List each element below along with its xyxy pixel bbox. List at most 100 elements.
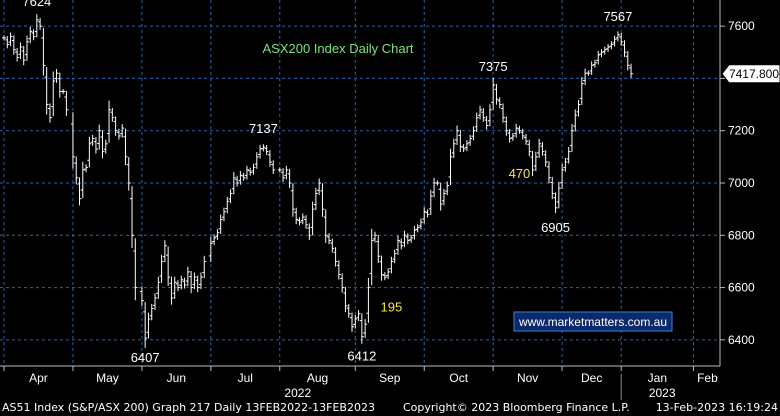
- price-bar: [254, 152, 259, 169]
- price-bar: [448, 148, 453, 186]
- x-year-label: 2022: [284, 386, 311, 400]
- price-bar: [619, 32, 624, 46]
- price-bar: [546, 161, 551, 184]
- price-bar: [330, 238, 335, 253]
- price-bar: [363, 319, 368, 338]
- watermark-box: www.marketmatters.com.au: [513, 311, 673, 332]
- y-axis: 64006600680070007200740076007417.800: [719, 0, 780, 400]
- x-month-label: Dec: [581, 371, 602, 385]
- price-bar: [317, 178, 322, 195]
- price-bar: [212, 234, 217, 246]
- price-bar: [622, 40, 627, 57]
- price-bar: [34, 14, 39, 38]
- price-bar: [228, 189, 233, 204]
- price-bar: [615, 31, 620, 42]
- price-bar: [2, 35, 6, 41]
- x-month-label: Apr: [29, 371, 48, 385]
- price-bar: [579, 77, 584, 105]
- price-bar: [146, 312, 151, 339]
- price-bar: [107, 100, 112, 143]
- price-bar: [392, 249, 397, 264]
- price-bar: [28, 26, 33, 44]
- price-bar: [586, 70, 591, 76]
- price-bar: [139, 286, 144, 306]
- price-bar: [376, 234, 381, 263]
- price-bar: [149, 303, 154, 321]
- price-bar: [179, 275, 184, 290]
- footer: AS51 Index (S&P/ASX 200) Graph 217 Daily…: [0, 400, 780, 416]
- price-bar: [297, 217, 302, 226]
- price-bar: [304, 215, 309, 229]
- price-bar: [405, 233, 410, 245]
- annotation-label: 6412: [347, 349, 376, 364]
- price-bar: [51, 71, 56, 117]
- price-bar: [218, 214, 223, 234]
- price-bar: [320, 183, 325, 217]
- price-bar: [300, 213, 305, 225]
- annotation-label: 6905: [541, 220, 570, 235]
- price-bar: [455, 125, 460, 145]
- price-bar: [372, 231, 377, 243]
- price-bar: [435, 180, 440, 186]
- price-bar: [468, 134, 473, 146]
- price-bar: [422, 207, 427, 224]
- x-month-label: Jun: [167, 371, 186, 385]
- last-price-label: 7417.800: [729, 67, 779, 81]
- price-bar: [609, 41, 614, 50]
- price-bar: [412, 225, 417, 240]
- price-bar: [566, 147, 571, 164]
- price-bar: [290, 183, 295, 217]
- price-bar: [464, 140, 469, 152]
- price-bar: [172, 276, 177, 299]
- annotations: 7624 6407 7137 6412 195 7375 470 6905 7567: [22, 0, 632, 365]
- price-bar: [382, 272, 387, 281]
- price-bar: [153, 293, 158, 310]
- price-bar: [284, 165, 289, 180]
- price-bar: [192, 272, 197, 290]
- price-bar: [356, 310, 361, 321]
- price-bar: [451, 138, 456, 159]
- price-bar: [369, 228, 374, 286]
- price-bar: [90, 134, 95, 146]
- x-month-label: Aug: [307, 371, 328, 385]
- price-bar: [258, 144, 263, 159]
- y-tick-label: 6400: [728, 333, 755, 347]
- footer-copyright: Copyright© 2023 Bloomberg Finance L.P.: [403, 401, 630, 414]
- price-bar: [629, 63, 634, 78]
- x-axis: Apr May Jun Jul Aug Sep Oct Nov Dec Jan Feb 2022 202…: [0, 365, 720, 400]
- price-bar: [103, 139, 108, 154]
- price-bar: [267, 150, 272, 167]
- price-bar: [116, 128, 121, 140]
- price-bar: [540, 142, 545, 156]
- price-bar: [21, 45, 26, 66]
- price-bar: [70, 112, 75, 169]
- price-bar: [100, 130, 105, 159]
- price-bar: [569, 124, 574, 152]
- price-bar: [527, 139, 532, 157]
- price-bar: [77, 177, 82, 206]
- price-bar: [225, 196, 230, 214]
- price-bar: [517, 125, 522, 134]
- annotation-label: 195: [381, 300, 403, 315]
- price-bar: [379, 255, 384, 281]
- price-bar: [113, 116, 118, 136]
- price-bar: [409, 234, 414, 243]
- price-bar: [195, 275, 200, 293]
- price-bar: [11, 35, 16, 55]
- price-bar: [425, 209, 430, 218]
- y-tick-label: 6600: [728, 281, 755, 295]
- annotation-label: 470: [509, 166, 531, 181]
- price-bar: [261, 144, 266, 152]
- price-bar: [494, 83, 499, 105]
- x-axis-panel: [0, 366, 720, 400]
- last-price-tag: [721, 64, 780, 84]
- price-bar: [501, 103, 506, 123]
- price-bar: [592, 59, 597, 68]
- price-bar: [589, 61, 594, 75]
- price-bar: [310, 201, 315, 236]
- price-bar: [251, 163, 256, 175]
- price-bar: [18, 42, 23, 59]
- price-bar: [415, 224, 420, 233]
- price-bar: [323, 209, 328, 243]
- y-tick-label: 7200: [728, 124, 755, 138]
